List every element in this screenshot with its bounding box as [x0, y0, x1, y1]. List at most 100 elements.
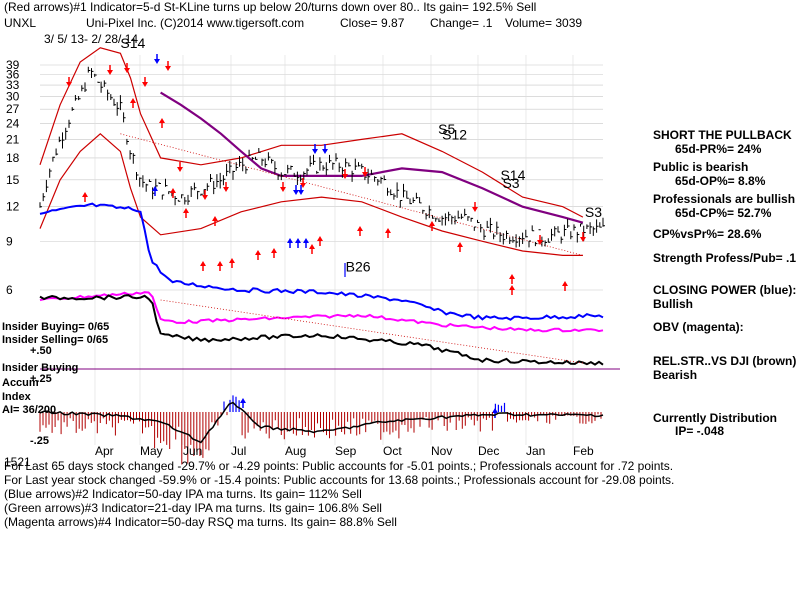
sell-arrow [342, 169, 348, 179]
month-label: Jun [183, 444, 202, 458]
accum-ma-line [39, 401, 604, 444]
magenta-arrows-legend: (Magenta arrows)#4 Indicator=50-day RSQ … [4, 515, 397, 529]
signal-arrows [66, 54, 586, 418]
sell-arrow [472, 202, 478, 212]
buy-arrow [200, 261, 206, 271]
month-label: Apr [95, 444, 114, 458]
price-tick-label: 36 [6, 68, 20, 82]
header-line-1: (Red arrows)#1 Indicator=5-d St-KLine tu… [4, 0, 537, 14]
buy-arrow [271, 248, 277, 258]
sell-arrow [280, 182, 286, 192]
buy-arrow [82, 192, 88, 202]
month-label: May [140, 444, 163, 458]
green-arrows-legend: (Green arrows)#3 Indicator=21-day IPA ma… [4, 501, 382, 515]
accum-negative-bars [39, 412, 602, 465]
strength-ratio: Strength Profess/Pub= .1 [653, 251, 797, 265]
price-tick-label: 39 [6, 58, 20, 72]
ma50-line [160, 91, 584, 224]
closing-power-label: CLOSING POWER (blue): [653, 283, 797, 297]
price-bars [39, 66, 605, 248]
buy-arrow [229, 258, 235, 268]
last-year-summary: For Last year stock changed -59.9% or -1… [4, 473, 675, 487]
ohlc-bars [39, 66, 605, 248]
buy-arrow [295, 238, 301, 248]
upper-band-line [39, 47, 584, 218]
relstr-line [39, 294, 604, 366]
company-name: Uni-Pixel Inc. (C)2014 www.tigersoft.com [86, 16, 305, 30]
month-label: Sep [335, 444, 357, 458]
accum-label: Accum [2, 377, 39, 389]
buy-arrow [130, 98, 136, 108]
month-label: Jan [526, 444, 545, 458]
relstr-state: Bearish [653, 368, 698, 382]
buy-arrow [240, 398, 246, 408]
cp-vs-pr: CP%vsPr%= 28.6% [653, 227, 762, 241]
buy-arrow [357, 226, 363, 236]
short-pullback-title: SHORT THE PULLBACK [653, 128, 792, 142]
cp-value: 65d-CP%= 52.7% [675, 206, 772, 220]
price-tick-label: 6 [6, 283, 13, 297]
price-tick-label: 9 [6, 234, 13, 248]
buy-arrow [509, 274, 515, 284]
price-tick-label: 33 [6, 78, 20, 92]
sell-arrow [66, 77, 72, 87]
ip-value: IP= -.048 [675, 424, 725, 438]
sell-arrow [124, 63, 130, 73]
pr-value: 65d-PR%= 24% [675, 142, 762, 156]
signal-label: S5 [438, 121, 455, 137]
price-tick-label: 21 [6, 132, 20, 146]
price-tick-label: 15 [6, 173, 20, 187]
sell-arrow [537, 235, 543, 245]
overlap-number: 1521 [4, 455, 31, 469]
accumulation-histogram [39, 395, 604, 465]
buy-arrow [152, 186, 158, 196]
buy-arrow [385, 228, 391, 238]
buy-arrow [255, 250, 261, 260]
last-65-days-summary: For Last 65 days stock changed -29.7% or… [4, 459, 674, 473]
buy-arrow [429, 221, 435, 231]
month-label: Aug [285, 444, 306, 458]
buy-arrow [317, 236, 323, 246]
price-tick-label: 24 [6, 116, 20, 130]
sell-arrow [293, 185, 299, 195]
month-axis: Apr May Jun Jul Aug Sep Oct Nov Dec Jan Feb [95, 444, 594, 458]
relstr-label: REL.STR..VS DJI (brown) [653, 354, 797, 368]
minus-25-label: -.25 [30, 435, 49, 447]
plus-50-label: +.50 [30, 345, 52, 357]
sell-arrow [165, 61, 171, 71]
ai-value: AI= 36/200 [2, 404, 57, 416]
sell-arrow [322, 144, 328, 154]
signal-label: B26 [346, 258, 371, 274]
sell-arrow [223, 182, 229, 192]
closing-power-state: Bullish [653, 297, 694, 311]
month-label: Jul [231, 444, 246, 458]
sell-arrow [154, 54, 160, 64]
price-tick-label: 27 [6, 102, 20, 116]
close-value: Close= 9.87 [340, 16, 405, 30]
sell-arrow [202, 190, 208, 200]
buy-arrow [562, 281, 568, 291]
support-dotted-line [120, 133, 583, 256]
price-tick-label: 18 [6, 151, 20, 165]
buy-arrow [170, 188, 176, 198]
price-tick-label: 12 [6, 200, 20, 214]
change-value: Change= .1 [430, 16, 493, 30]
buy-arrow [217, 261, 223, 271]
sell-arrow [580, 232, 586, 242]
distribution-label: Currently Distribution [653, 411, 778, 425]
sell-arrow [300, 178, 306, 188]
signal-label: S3 [502, 175, 519, 191]
buy-arrow [183, 208, 189, 218]
sell-arrow [107, 65, 113, 75]
buy-arrow [287, 238, 293, 248]
price-gridlines [40, 55, 603, 445]
insider-buying-label: Insider Buying [2, 362, 79, 374]
insider-selling-count: Insider Selling= 0/65 [2, 334, 109, 346]
index-label: Index [2, 391, 31, 403]
month-label: Oct [383, 444, 402, 458]
closing-power-line [39, 202, 604, 321]
signal-label: S14 [120, 35, 145, 51]
